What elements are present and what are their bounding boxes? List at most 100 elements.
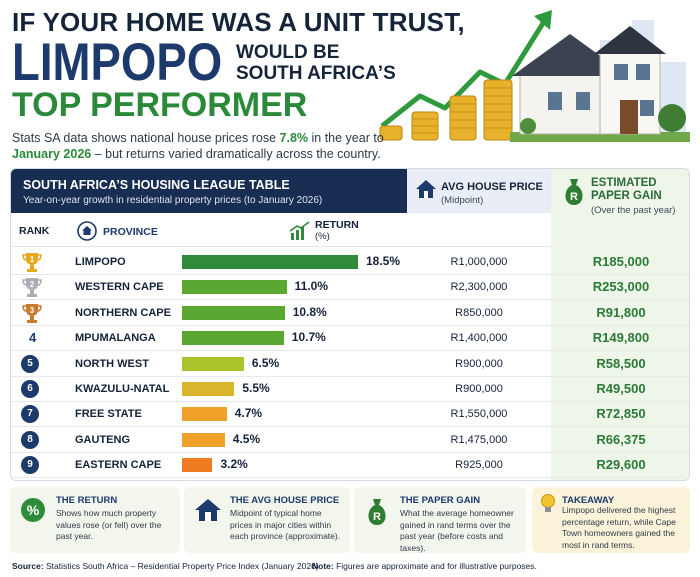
legend-return: % THE RETURN Shows how much property val…	[10, 487, 180, 553]
legend-takeaway: TAKEAWAY Limpopo delivered the highest p…	[532, 487, 690, 553]
chart-subtitle: Year-on-year growth in residential prope…	[23, 195, 323, 206]
return-bar	[182, 280, 287, 295]
legend-gain-desc: What the average homeowner gained in ran…	[400, 508, 514, 553]
source-text: Statistics South Africa – Residential Pr…	[43, 561, 319, 571]
arrow-up-icon	[534, 10, 552, 30]
coin-stacks	[379, 79, 513, 141]
return-bar	[182, 407, 227, 422]
legend-price: THE AVG HOUSE PRICE Midpoint of typical …	[184, 487, 350, 553]
rank-number: 1	[30, 255, 35, 264]
province-name: MPUMALANGA	[75, 332, 156, 345]
table-row: 1 LIMPOPO 18.5% R1,000,000 R185,000	[11, 249, 689, 275]
money-bag-icon: R	[368, 499, 386, 525]
row-divider	[11, 350, 689, 352]
chart-title: SOUTH AFRICA’S HOUSING LEAGUE TABLE	[23, 178, 290, 192]
row-divider	[11, 274, 689, 275]
return-value-label: 4.7%	[234, 406, 263, 421]
avg-price-value: R1,400,000	[450, 332, 508, 345]
return-value-label: 6.5%	[251, 355, 280, 370]
gain-subheader: (Over the past year)	[591, 205, 676, 216]
rank-number: 4	[29, 330, 37, 346]
return-bar	[182, 305, 285, 320]
rank-badge: 8	[21, 430, 39, 449]
paper-gain-value: R91,800	[596, 304, 646, 320]
svg-text:R: R	[570, 191, 578, 203]
paper-gain-value: R29,600	[596, 457, 646, 473]
hero-illustration	[379, 10, 690, 142]
headline-would-be: WOULD BE	[236, 42, 340, 63]
row-divider	[11, 426, 689, 428]
province-header: PROVINCE	[103, 226, 158, 238]
avg-price-value: R2,300,000	[450, 281, 508, 294]
row-divider	[11, 299, 689, 301]
trophy-gold-icon: 1	[22, 253, 42, 272]
intro-text: Stats SA data shows national house price…	[12, 130, 432, 162]
lightbulb-icon	[541, 494, 555, 512]
avg-price-value: R1,550,000	[450, 408, 508, 421]
province-name: EASTERN CAPE	[75, 459, 162, 472]
legend-return-desc: Shows how much property values rose (or …	[56, 508, 162, 541]
intro-pre: Stats SA data shows national house price…	[12, 131, 280, 145]
table-row: 3 NORTHERN CAPE 10.8% R850,000 R91,800	[11, 300, 689, 326]
intro-national-rise: 7.8%	[279, 131, 309, 145]
return-value-label: 10.8%	[292, 304, 327, 319]
return-bar	[182, 331, 284, 346]
headline-province: LIMPOPO	[12, 33, 223, 92]
rank-badge: 7	[21, 405, 39, 424]
return-value-label: 4.5%	[232, 431, 261, 446]
return-bar	[182, 382, 235, 396]
return-bar	[182, 356, 244, 371]
province-name: GAUTENG	[75, 433, 130, 446]
avg-price-value: R1,000,000	[450, 256, 508, 268]
return-header-label: RETURN	[315, 219, 359, 231]
headline-south-africas: SOUTH AFRICA’S	[236, 63, 396, 84]
paper-gain-value: R253,000	[592, 279, 650, 295]
legend-gain: R THE PAPER GAIN What the average homeow…	[354, 487, 526, 553]
intro-post: – but returns varied dramatically across…	[91, 147, 381, 161]
table-row: 9 EASTERN CAPE 3.2% R925,000 R29,600	[11, 452, 689, 479]
rank-badge: 5	[21, 354, 39, 373]
province-name: NORTH WEST	[75, 357, 149, 370]
trophy-bronze-icon: 3	[22, 303, 42, 323]
avg-price-value: R900,000	[455, 383, 503, 395]
row-divider	[11, 401, 689, 402]
province-name: WESTERN CAPE	[75, 281, 164, 294]
table-row: 4 MPUMALANGA 10.7% R1,400,000 R149,800	[11, 325, 689, 352]
table-row: 7 FREE STATE 4.7% R1,550,000 R72,850	[11, 401, 689, 428]
province-name: LIMPOPO	[75, 256, 126, 268]
return-header-unit: (%)	[315, 231, 330, 242]
province-name: FREE STATE	[75, 408, 142, 421]
legend-return-title: THE RETURN	[56, 495, 118, 506]
svg-text:%: %	[27, 502, 40, 518]
table-row: 6 KWAZULU-NATAL 5.5% R900,000 R49,500	[11, 376, 689, 402]
house-icon	[416, 180, 436, 198]
return-bar	[182, 458, 213, 473]
legend-gain-title: THE PAPER GAIN	[400, 495, 481, 506]
location-house-icon	[77, 221, 97, 241]
legend-price-title: THE AVG HOUSE PRICE	[230, 495, 340, 506]
row-divider	[11, 324, 689, 326]
paper-gain-value: R58,500	[596, 355, 646, 371]
rank-number: 3	[30, 306, 35, 315]
row-divider	[11, 477, 689, 479]
legend-price-desc: Midpoint of typical home prices in major…	[230, 508, 341, 541]
headline-top-performer: TOP PERFORMER	[12, 86, 308, 124]
money-bag-icon: R	[565, 179, 583, 205]
rank-number: 2	[30, 280, 35, 289]
disclaimer-note: Note: Figures are approximate and for il…	[312, 561, 537, 571]
avg-price-value: R925,000	[455, 459, 503, 472]
paper-gain-value: R149,800	[592, 330, 650, 346]
table-row: 2 WESTERN CAPE 11.0% R2,300,000 R253,000	[11, 274, 689, 301]
rank-badge: 6	[21, 380, 39, 398]
rank-header: RANK	[19, 225, 50, 237]
avg-price-value: R900,000	[455, 357, 503, 370]
growth-arrow	[380, 18, 548, 128]
return-value-label: 10.7%	[291, 330, 326, 345]
headline-line-3: WOULD BE SOUTH AFRICA’S	[236, 42, 396, 84]
gain-header: ESTIMATED PAPER GAIN	[591, 177, 662, 202]
return-value-label: 18.5%	[366, 254, 401, 268]
table-title-bar: SOUTH AFRICA’S HOUSING LEAGUE TABLE Year…	[11, 169, 407, 213]
growth-chart-icon	[289, 221, 310, 240]
table-row: 8 GAUTENG 4.5% R1,475,000 R66,375	[11, 427, 689, 453]
note-text: Figures are approximate and for illustra…	[333, 561, 537, 571]
